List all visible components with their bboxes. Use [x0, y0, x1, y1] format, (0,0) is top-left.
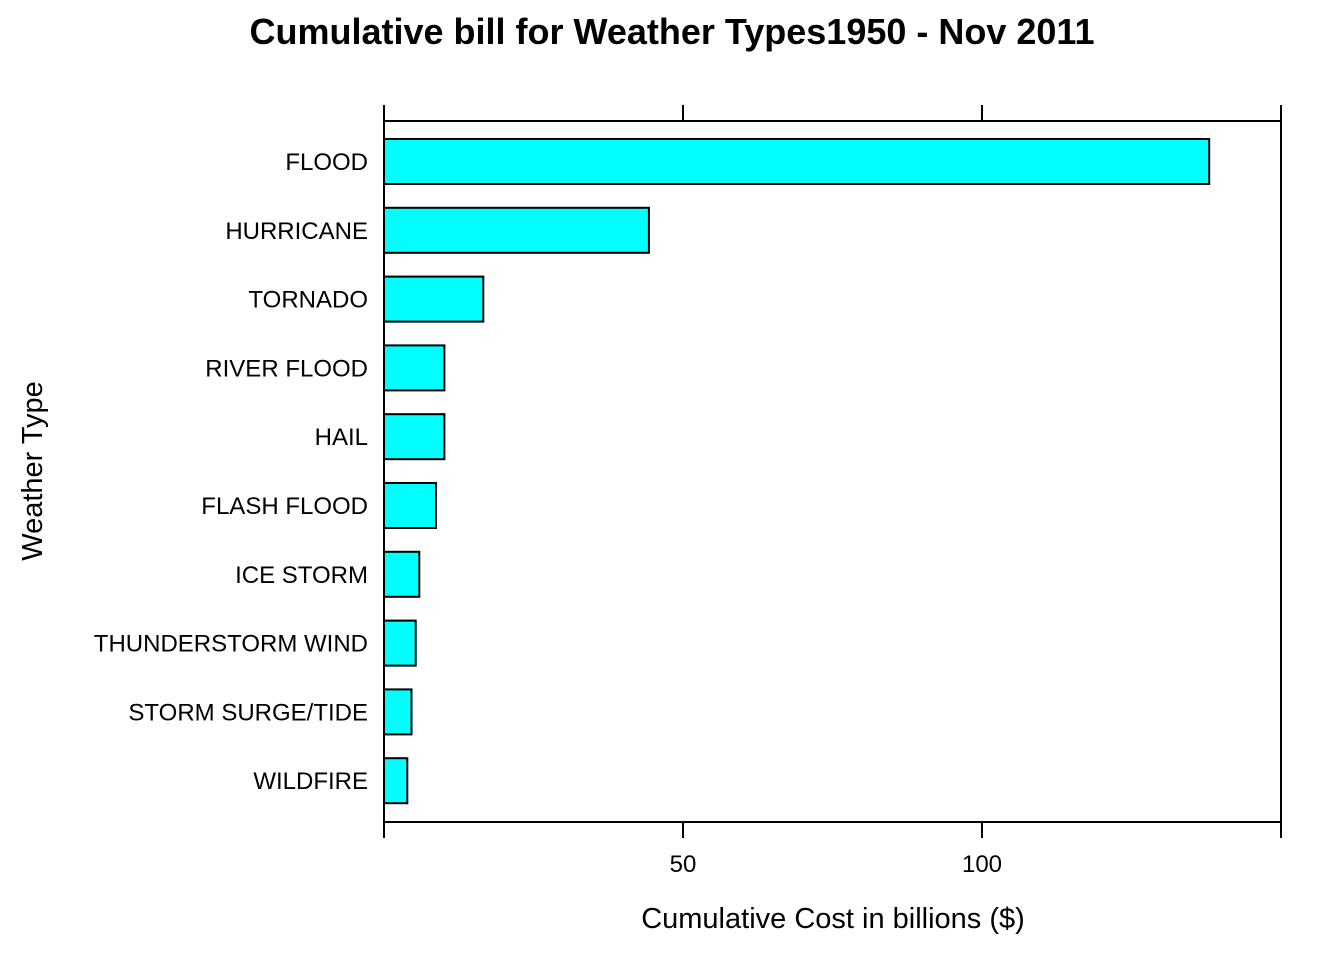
y-axis-title: Weather Type: [17, 381, 49, 560]
bar-tornado: [383, 275, 485, 323]
category-label: TORNADO: [248, 287, 368, 314]
x-axis-ticks: 50 100: [383, 105, 1282, 878]
category-label: HAIL: [315, 424, 368, 451]
x-axis-title: Cumulative Cost in billions ($): [641, 903, 1025, 935]
bar-wildfire: [383, 757, 409, 805]
bars-group: [383, 138, 1211, 805]
bar-thunderstorm-wind: [383, 619, 417, 667]
plot-frame: [383, 120, 1282, 823]
category-label: RIVER FLOOD: [205, 355, 368, 382]
category-label: ICE STORM: [235, 562, 368, 589]
category-label: FLOOD: [285, 149, 368, 176]
bar-hurricane: [383, 206, 650, 254]
category-labels: FLOOD HURRICANE TORNADO RIVER FLOOD HAIL FLAS…: [94, 149, 368, 795]
category-label: THUNDERSTORM WIND: [94, 631, 368, 658]
x-tick-label: 50: [670, 851, 697, 878]
category-label: WILDFIRE: [253, 768, 368, 795]
category-label: HURRICANE: [225, 218, 368, 245]
category-label: STORM SURGE/TIDE: [128, 699, 368, 726]
x-tick-label: 100: [962, 851, 1002, 878]
bar-flash-flood: [383, 482, 437, 529]
bar-storm-surge-tide: [383, 688, 413, 736]
plot-area: FLOOD HURRICANE TORNADO RIVER FLOOD HAIL FLAS…: [94, 105, 1282, 878]
bar-hail: [383, 413, 446, 461]
category-label: FLASH FLOOD: [201, 493, 368, 520]
bar-river-flood: [383, 344, 446, 392]
chart-title: Cumulative bill for Weather Types1950 - …: [250, 11, 1095, 52]
bar-ice-storm: [383, 550, 421, 598]
bar-flood: [383, 138, 1211, 185]
